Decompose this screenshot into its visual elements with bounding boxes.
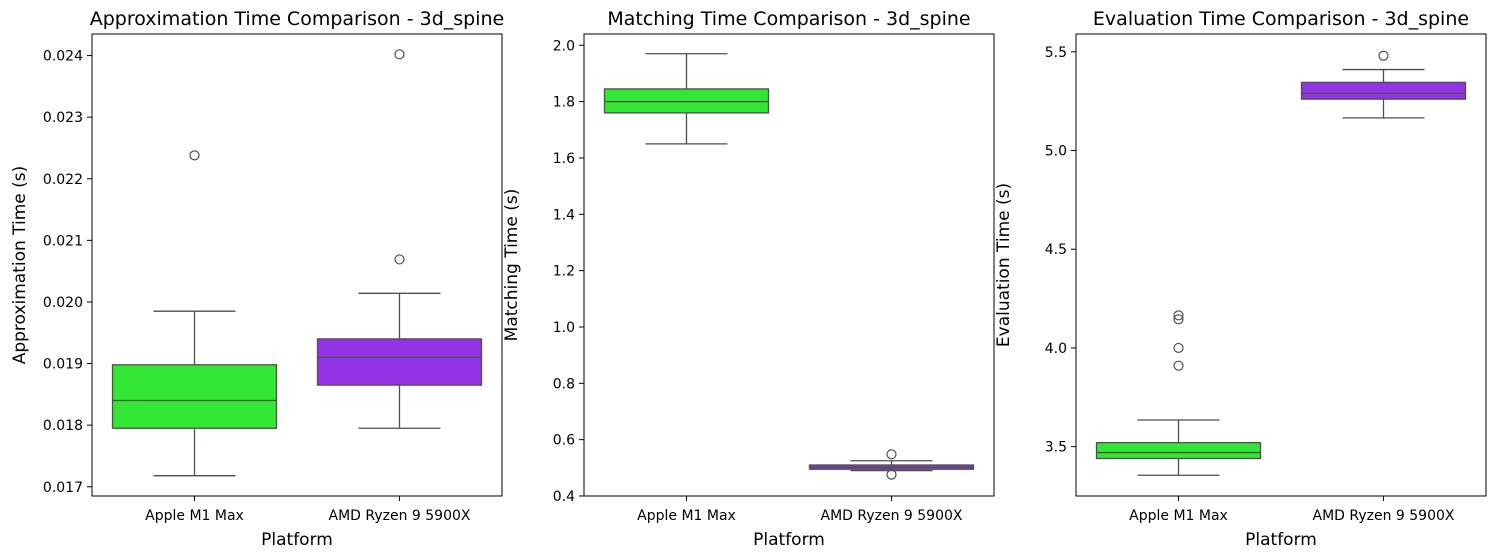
axes-frame <box>91 33 503 497</box>
y-tick-label: 5.5 <box>1045 45 1067 61</box>
y-tick-label: 0.019 <box>43 357 83 373</box>
y-axis-label: Evaluation Time (s) <box>994 183 1014 347</box>
y-tick-label: 1.2 <box>553 264 575 280</box>
x-tick-label: Apple M1 Max <box>637 508 736 524</box>
y-tick-label: 0.8 <box>553 376 575 392</box>
y-tick-label: 4.0 <box>1045 341 1067 357</box>
y-tick-label: 0.4 <box>553 489 575 505</box>
box-1 <box>1095 310 1262 476</box>
outlier-point <box>394 254 405 265</box>
chart-title: Approximation Time Comparison - 3d_spine <box>90 8 505 30</box>
y-tick-label: 0.017 <box>43 480 83 496</box>
iqr-box <box>316 338 483 386</box>
outlier-point <box>1173 360 1184 371</box>
outlier-point <box>394 49 405 60</box>
y-tick-label: 0.6 <box>553 433 575 449</box>
y-tick-label: 1.6 <box>553 151 575 167</box>
x-tick-label: Apple M1 Max <box>145 508 244 524</box>
x-tick-label: AMD Ryzen 9 5900X <box>1313 508 1455 524</box>
x-axis-label: Platform <box>753 530 825 550</box>
axes-frame <box>583 33 995 497</box>
chart-panel-3: Evaluation Time Comparison - 3d_spine 3.5… <box>994 8 1487 550</box>
y-tick-label: 0.022 <box>43 172 83 188</box>
box-2 <box>1300 50 1467 119</box>
x-axis-label: Platform <box>261 530 333 550</box>
box-1 <box>111 150 278 477</box>
outlier-point <box>1378 50 1389 61</box>
y-tick-label: 0.023 <box>43 110 83 126</box>
chart-title: Matching Time Comparison - 3d_spine <box>607 8 970 30</box>
iqr-box <box>603 88 770 114</box>
y-tick-label: 0.021 <box>43 233 83 249</box>
chart-title: Evaluation Time Comparison - 3d_spine <box>1093 8 1469 30</box>
y-tick-label: 0.018 <box>43 418 83 434</box>
y-axis-label: Matching Time (s) <box>502 189 522 342</box>
iqr-box <box>1300 81 1467 100</box>
y-tick-label: 3.5 <box>1045 440 1067 456</box>
y-tick-label: 0.020 <box>43 295 83 311</box>
x-tick-label: AMD Ryzen 9 5900X <box>821 508 963 524</box>
x-tick-label: Apple M1 Max <box>1129 508 1228 524</box>
iqr-box <box>111 364 278 429</box>
x-tick-label: AMD Ryzen 9 5900X <box>329 508 471 524</box>
outlier-point <box>189 150 200 161</box>
chart-panel-2: Matching Time Comparison - 3d_spine 0.4 0.… <box>502 8 995 550</box>
outlier-point <box>886 469 897 480</box>
y-tick-label: 5.0 <box>1045 143 1067 159</box>
box-2 <box>808 449 975 480</box>
x-axis-label: Platform <box>1245 530 1317 550</box>
outlier-point <box>1173 314 1184 325</box>
axes-frame <box>1075 33 1487 497</box>
box-2 <box>316 49 483 429</box>
outlier-point <box>886 449 897 460</box>
chart-panel-1: Approximation Time Comparison - 3d_spine… <box>10 8 504 550</box>
y-axis-label: Approximation Time (s) <box>10 166 30 365</box>
iqr-box <box>1095 442 1262 460</box>
y-tick-label: 0.024 <box>43 49 83 65</box>
y-tick-label: 1.8 <box>553 95 575 111</box>
y-tick-label: 1.0 <box>553 320 575 336</box>
y-tick-label: 2.0 <box>553 38 575 54</box>
box-1 <box>603 53 770 145</box>
y-tick-label: 4.5 <box>1045 242 1067 258</box>
outlier-point <box>1173 310 1184 321</box>
y-tick-label: 1.4 <box>553 207 575 223</box>
outlier-point <box>1173 342 1184 354</box>
